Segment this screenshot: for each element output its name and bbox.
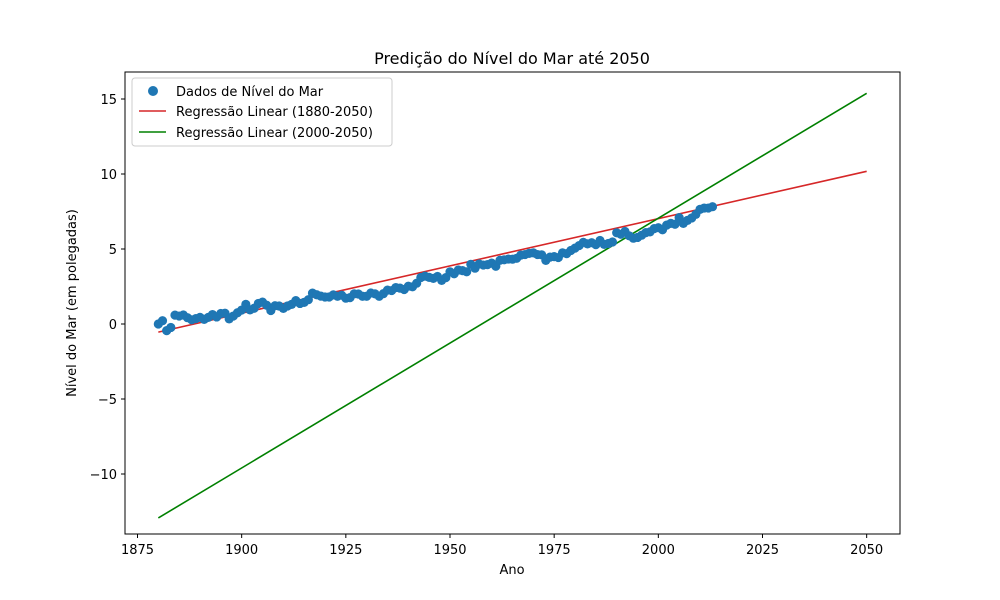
y-tick-label: 10 xyxy=(100,168,117,183)
legend-marker-scatter xyxy=(148,86,158,96)
plot-frame xyxy=(124,71,901,535)
x-axis-label: Ano xyxy=(499,563,524,578)
legend-label-regression-full: Regressão Linear (1880-2050) xyxy=(176,105,373,120)
data-point xyxy=(157,316,168,326)
y-tick-label: −5 xyxy=(98,393,117,408)
x-tick-label: 1975 xyxy=(538,543,571,558)
data-point xyxy=(707,202,718,212)
y-tick-label: 5 xyxy=(109,243,117,258)
legend-label-regression-recent: Regressão Linear (2000-2050) xyxy=(176,126,373,141)
data-point xyxy=(166,322,176,333)
x-tick-label: 2050 xyxy=(850,543,883,558)
chart-title: Predição do Nível do Mar até 2050 xyxy=(374,49,650,68)
data-point xyxy=(462,267,472,277)
regression-line-recent xyxy=(157,92,868,519)
legend: Dados de Nível do Mar Regressão Linear (… xyxy=(131,77,393,147)
y-axis-label: Nível do Mar (em polegadas) xyxy=(65,209,80,397)
x-tick-label: 1950 xyxy=(433,543,466,558)
x-tick-label: 1925 xyxy=(329,543,362,558)
x-tick-label: 2025 xyxy=(746,543,779,558)
legend-box xyxy=(131,77,393,147)
legend-label-scatter: Dados de Nível do Mar xyxy=(176,85,324,100)
data-point xyxy=(303,295,313,305)
y-tick-label: −10 xyxy=(90,468,117,483)
x-tick-label: 2000 xyxy=(642,543,675,558)
y-tick-label: 15 xyxy=(100,93,117,108)
x-tick-label: 1900 xyxy=(225,543,258,558)
y-tick-label: 0 xyxy=(109,318,117,333)
data-point xyxy=(607,237,618,247)
data-point xyxy=(670,219,680,229)
x-tick-label: 1875 xyxy=(121,543,154,558)
